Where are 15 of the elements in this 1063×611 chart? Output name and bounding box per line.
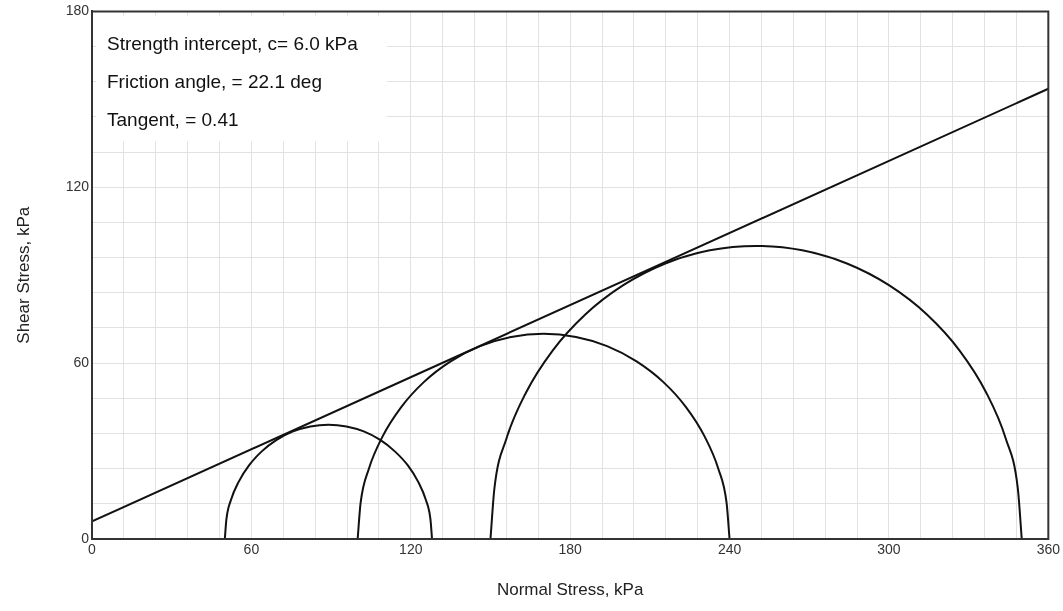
- annotation: Friction angle, = 22.1 deg: [107, 70, 322, 92]
- x-axis-title: Normal Stress, kPa: [496, 580, 644, 600]
- x-tick-label: 360: [1036, 541, 1061, 558]
- y-tick-label: 60: [73, 353, 90, 370]
- y-tick-label: 0: [81, 529, 90, 546]
- x-tick-label: 120: [399, 541, 423, 558]
- x-tick-label: 240: [717, 541, 742, 558]
- y-tick-label: 180: [65, 2, 90, 19]
- x-tick-label: 60: [243, 541, 260, 558]
- annotation: Tangent, = 0.41: [107, 108, 239, 130]
- x-tick-label: 180: [558, 541, 583, 558]
- y-axis-title: Shear Stress, kPa: [13, 206, 33, 344]
- annotation: Strength intercept, c= 6.0 kPa: [107, 32, 359, 54]
- y-tick-label: 120: [65, 178, 90, 195]
- x-tick-label: 300: [877, 541, 901, 558]
